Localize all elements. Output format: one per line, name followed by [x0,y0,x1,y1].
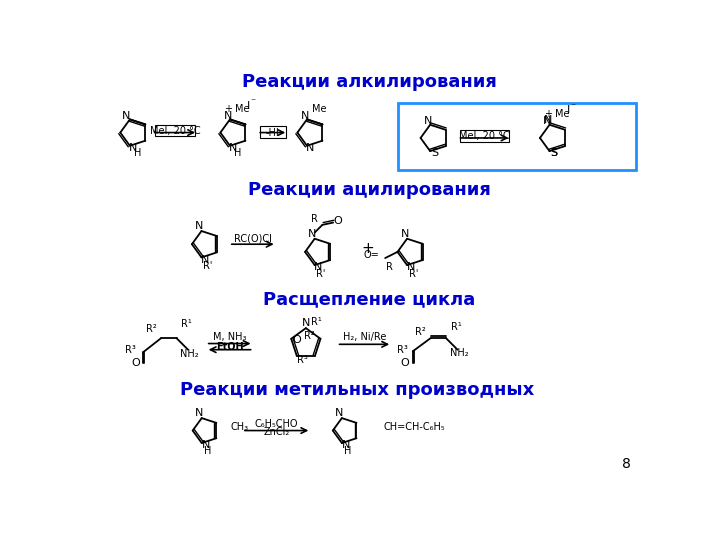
Text: +: + [544,109,552,119]
Text: NH₂: NH₂ [180,348,199,359]
Text: N: N [195,221,203,232]
Text: S: S [551,148,558,158]
Text: N: N [341,440,350,450]
Text: H: H [234,147,241,158]
Text: R²: R² [305,332,315,341]
Text: R': R' [408,268,418,279]
Text: R': R' [316,268,325,279]
Text: N: N [224,111,233,120]
Text: R¹: R¹ [311,317,322,327]
Text: I: I [247,100,250,111]
FancyBboxPatch shape [260,126,286,138]
Text: Me: Me [555,109,570,119]
Text: O: O [333,216,342,226]
Text: N: N [543,116,552,126]
Text: Me: Me [235,104,250,114]
Text: ZnCl₂: ZnCl₂ [264,427,289,437]
Text: N: N [423,116,432,126]
Text: R²: R² [415,327,426,337]
Text: O: O [292,335,301,345]
Text: N: N [202,440,210,450]
Text: N: N [195,408,204,418]
Text: O=: O= [364,250,379,260]
Text: N: N [122,111,130,122]
Text: O: O [401,358,410,368]
Text: R³: R³ [125,345,136,355]
Text: 8: 8 [622,457,631,471]
FancyBboxPatch shape [460,130,509,142]
Text: R³: R³ [397,345,408,355]
Text: N: N [129,143,137,153]
Text: +: + [361,240,374,255]
Text: R¹: R¹ [451,322,462,332]
Text: CH=CH-C₆H₅: CH=CH-C₆H₅ [384,422,445,431]
Text: Me: Me [312,104,327,114]
Text: S: S [551,148,558,158]
Text: C₆H₅CHO: C₆H₅CHO [255,420,298,429]
Text: N: N [306,143,314,153]
Text: N: N [302,318,310,328]
Text: Реакции алкилирования: Реакции алкилирования [242,73,496,91]
Text: H: H [204,447,212,456]
Text: N: N [229,143,237,153]
Text: Расщепление цикла: Расщепление цикла [263,291,475,309]
Text: H₂, Ni/Re: H₂, Ni/Re [343,333,386,342]
Text: MeI, 20 °C: MeI, 20 °C [459,131,510,141]
Text: Реакции метильных производных: Реакции метильных производных [180,381,534,399]
Text: MeI, 20 °C: MeI, 20 °C [150,126,200,136]
Text: H: H [134,147,141,158]
Text: N: N [336,408,343,418]
Text: R: R [311,214,318,224]
Text: -HI: -HI [266,127,279,138]
Text: +: + [224,104,233,114]
Text: N: N [308,229,317,239]
Text: ⁻: ⁻ [251,97,256,107]
FancyBboxPatch shape [398,103,636,170]
Text: N: N [400,229,409,239]
Text: O: O [131,358,140,368]
Text: N: N [201,255,210,265]
Text: R²: R² [145,324,156,334]
Text: N: N [315,262,323,272]
Text: RC(O)Cl: RC(O)Cl [234,234,271,244]
Text: M, NH₃: M, NH₃ [213,332,246,342]
Text: ⁻: ⁻ [571,102,576,112]
FancyBboxPatch shape [155,125,195,137]
Text: NH₂: NH₂ [450,348,469,358]
Text: R³: R³ [297,355,308,365]
Text: N: N [544,115,552,125]
Text: R¹: R¹ [181,319,192,329]
Text: H: H [344,447,351,456]
Text: EtOH: EtOH [216,342,243,352]
Text: S: S [431,148,438,158]
Text: N: N [407,262,415,272]
Text: I: I [567,105,570,115]
Text: Реакции ацилирования: Реакции ацилирования [248,181,490,199]
Text: N: N [301,111,310,120]
Text: CH₃: CH₃ [230,422,248,431]
Text: R: R [387,262,393,272]
Text: R': R' [203,261,212,271]
